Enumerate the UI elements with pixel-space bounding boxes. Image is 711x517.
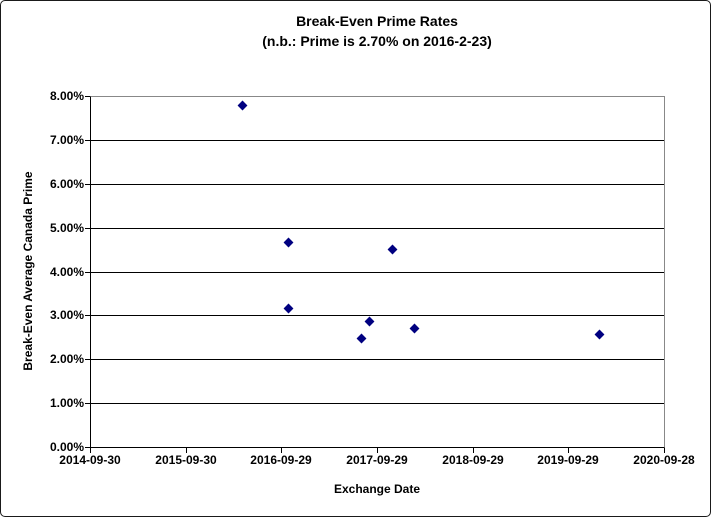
gridline (90, 140, 664, 141)
x-axis-tick (186, 448, 187, 453)
x-tick-label: 2016-09-29 (250, 453, 312, 467)
gridline (90, 228, 664, 229)
x-axis-tick (377, 448, 378, 453)
y-axis-tick (85, 184, 90, 185)
x-tick-label: 2014-09-30 (59, 453, 121, 467)
y-axis-tick (85, 272, 90, 273)
y-tick-label: 7.00% (49, 133, 84, 147)
gridline (90, 184, 664, 185)
y-tick-label: 6.00% (49, 177, 84, 191)
y-tick-label: 8.00% (49, 89, 84, 103)
gridline (90, 315, 664, 316)
y-axis-tick (85, 96, 90, 97)
y-tick-label: 3.00% (49, 308, 84, 322)
x-axis-tick (281, 448, 282, 453)
chart-title-block: Break-Even Prime Rates (n.b.: Prime is 2… (90, 11, 664, 51)
gridline (90, 272, 664, 273)
x-axis-tick (90, 448, 91, 453)
x-axis-tick (664, 448, 665, 453)
y-tick-label: 1.00% (49, 396, 84, 410)
y-tick-label: 5.00% (49, 221, 84, 235)
gridline (90, 403, 664, 404)
x-tick-label: 2018-09-29 (442, 453, 504, 467)
y-tick-label: 4.00% (49, 265, 84, 279)
y-axis-tick (85, 140, 90, 141)
y-axis-tick (85, 228, 90, 229)
x-tick-label: 2017-09-29 (346, 453, 408, 467)
x-axis-tick (568, 448, 569, 453)
y-tick-label: 0.00% (49, 440, 84, 454)
y-tick-label: 2.00% (49, 352, 84, 366)
x-tick-label: 2020-09-28 (633, 453, 695, 467)
y-axis-tick (85, 403, 90, 404)
chart-subtitle: (n.b.: Prime is 2.70% on 2016-2-23) (262, 33, 492, 49)
x-axis-title: Exchange Date (333, 482, 421, 496)
x-tick-label: 2019-09-29 (537, 453, 599, 467)
y-axis-tick (85, 447, 90, 448)
x-tick-label: 2015-09-30 (155, 453, 217, 467)
chart-title: Break-Even Prime Rates (296, 13, 458, 29)
gridline (90, 359, 664, 360)
y-axis-tick (85, 315, 90, 316)
y-axis-tick (85, 359, 90, 360)
x-axis-tick (473, 448, 474, 453)
